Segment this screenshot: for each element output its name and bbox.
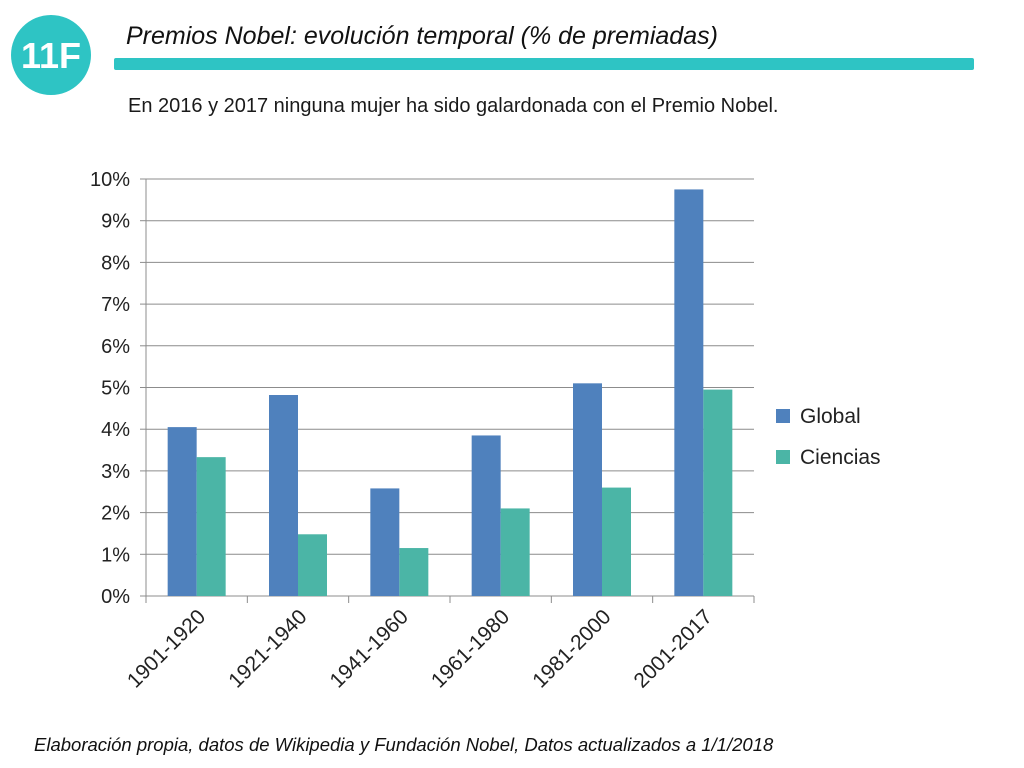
bar-ciencias-1961-1980 [500, 508, 530, 596]
bar-global-1981-2000 [573, 383, 602, 596]
y-tick-labels: 0% 1% 2% 3% 4% 5% 6% 7% 8% 9% 10% [90, 169, 130, 608]
x-tick-labels: 1901-1920 1921-1940 1941-1960 1961-1980 1981… [123, 605, 717, 692]
bar-global-2001-2017 [674, 189, 704, 597]
x-tick-label: 2001-2017 [630, 605, 717, 692]
logo-text: 11F [21, 35, 81, 76]
bar-global-1901-1920 [167, 427, 197, 596]
y-tick-label: 1% [101, 544, 130, 566]
legend-swatch-ciencias [776, 450, 790, 464]
x-tick-label: 1981-2000 [528, 605, 615, 692]
y-tick-label: 7% [101, 294, 130, 316]
legend-label-ciencias: Ciencias [800, 446, 881, 469]
bar-ciencias-1921-1940 [298, 534, 327, 596]
bar-ciencias-1981-2000 [602, 487, 631, 596]
gridlines [146, 178, 754, 555]
x-tick-label: 1901-1920 [123, 605, 210, 692]
y-tick-label: 5% [101, 378, 130, 400]
y-tick-label: 9% [101, 211, 130, 233]
title-underline [114, 58, 974, 70]
y-tick-label: 6% [101, 336, 130, 358]
bar-global-1941-1960 [370, 488, 400, 596]
bar-global-1961-1980 [471, 435, 501, 596]
axes [140, 178, 755, 603]
x-tick-label: 1941-1960 [326, 605, 413, 692]
y-tick-label: 10% [90, 169, 130, 191]
bar-ciencias-1901-1920 [196, 457, 226, 596]
bar-global-1921-1940 [269, 395, 298, 596]
bar-chart: 0% 1% 2% 3% 4% 5% 6% 7% 8% 9% 10% 1901-1920 1921-19… [90, 169, 881, 693]
bar-ciencias-1941-1960 [399, 548, 429, 596]
y-tick-label: 8% [101, 252, 130, 274]
y-tick-label: 2% [101, 503, 130, 525]
x-tick-label: 1921-1940 [224, 605, 311, 692]
logo-11f: 11F [11, 15, 91, 95]
logo-circle [11, 15, 91, 95]
legend-swatch-global [776, 409, 790, 423]
page-subtitle: En 2016 y 2017 ninguna mujer ha sido gal… [128, 95, 779, 117]
y-tick-label: 0% [101, 586, 130, 608]
source-footnote: Elaboración propia, datos de Wikipedia y… [34, 734, 774, 755]
page-title: Premios Nobel: evolución temporal (% de … [126, 22, 718, 50]
x-tick-label: 1961-1980 [427, 605, 514, 692]
y-tick-label: 4% [101, 419, 130, 441]
bars [167, 189, 733, 597]
legend: Global Ciencias [776, 405, 881, 469]
legend-label-global: Global [800, 405, 861, 428]
y-tick-label: 3% [101, 461, 130, 483]
bar-ciencias-2001-2017 [703, 389, 733, 596]
